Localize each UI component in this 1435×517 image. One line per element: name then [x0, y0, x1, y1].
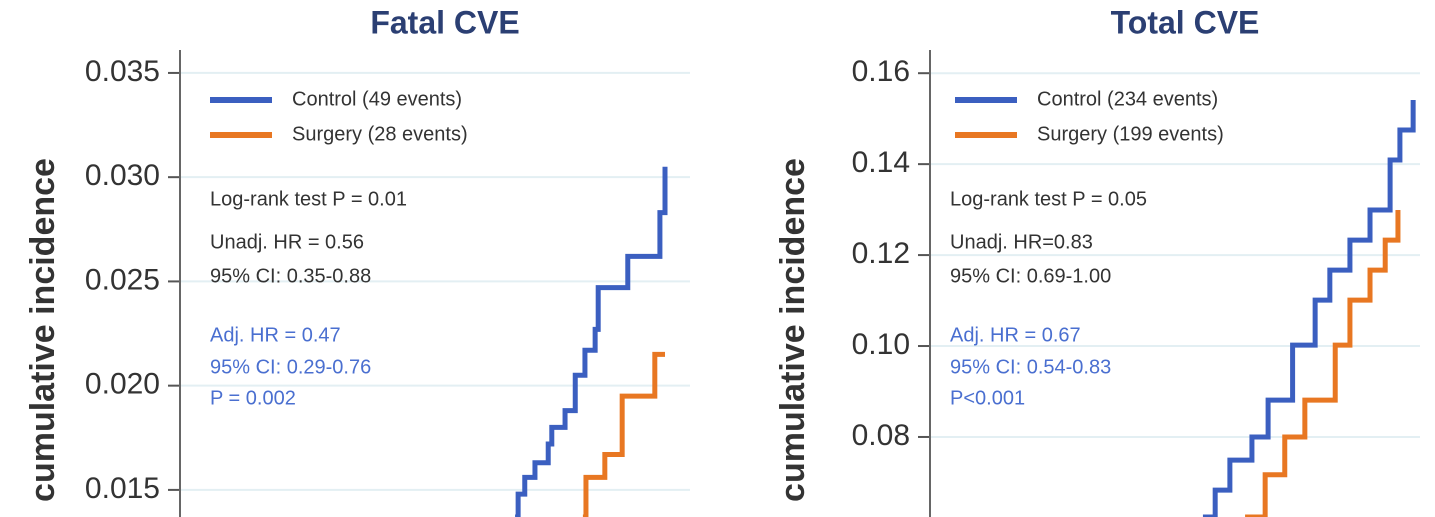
y-tick-label: 0.015 [85, 472, 160, 505]
y-tick-label: 0.08 [852, 419, 910, 452]
y-tick-label: 0.12 [852, 237, 910, 270]
legend-label: Control (49 events) [292, 88, 462, 110]
step-line [1202, 100, 1416, 517]
legend-label: Surgery (28 events) [292, 123, 468, 145]
annotation: 95% CI: 0.29-0.76 [210, 356, 371, 378]
annotation: P<0.001 [950, 387, 1025, 409]
chart-title: Total CVE [1111, 4, 1260, 40]
y-tick-label: 0.14 [852, 146, 910, 179]
annotation: Unadj. HR = 0.56 [210, 231, 364, 253]
annotation: 95% CI: 0.35-0.88 [210, 265, 371, 287]
annotation: Adj. HR = 0.47 [210, 324, 341, 346]
annotation: P = 0.002 [210, 387, 296, 409]
y-tick-label: 0.10 [852, 328, 910, 361]
annotation: Unadj. HR=0.83 [950, 231, 1093, 253]
legend-label: Surgery (199 events) [1037, 123, 1224, 145]
y-axis-label: cumulative incidence [24, 158, 62, 502]
legend-label: Control (234 events) [1037, 88, 1218, 110]
y-tick-label: 0.030 [85, 159, 160, 192]
step-line [582, 351, 666, 517]
annotation: 95% CI: 0.69-1.00 [950, 265, 1111, 287]
y-axis-label: cumulative incidence [774, 158, 812, 502]
y-tick-label: 0.025 [85, 263, 160, 296]
chart-title: Fatal CVE [370, 4, 519, 40]
annotation: Log-rank test P = 0.01 [210, 188, 407, 210]
annotation: 95% CI: 0.54-0.83 [950, 356, 1111, 378]
step-line [515, 166, 668, 517]
annotation: Log-rank test P = 0.05 [950, 188, 1147, 210]
step-line [1245, 210, 1401, 517]
y-tick-label: 0.16 [852, 55, 910, 88]
y-tick-label: 0.035 [85, 55, 160, 88]
annotation: Adj. HR = 0.67 [950, 324, 1081, 346]
y-tick-label: 0.020 [85, 368, 160, 401]
